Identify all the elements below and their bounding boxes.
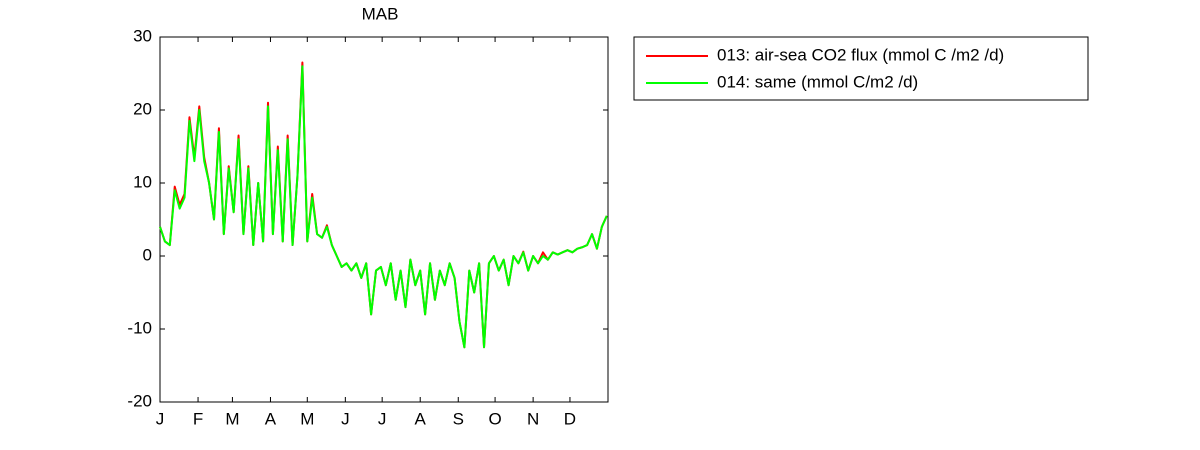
plot-frame: [159, 36, 609, 403]
y-tick-label: -20: [127, 391, 152, 410]
x-tick-label: J: [156, 409, 165, 428]
chart-title: MAB: [362, 4, 399, 23]
y-tick-label: 20: [133, 99, 152, 118]
y-tick-label: 0: [143, 245, 152, 264]
legend-label: 014: same (mmol C/m2 /d): [717, 72, 918, 91]
x-tick-label: F: [193, 409, 203, 428]
x-tick-label: O: [488, 409, 501, 428]
y-tick-label: 10: [133, 172, 152, 191]
x-tick-label: D: [564, 409, 576, 428]
x-tick-label: M: [225, 409, 239, 428]
x-tick-label: M: [300, 409, 314, 428]
legend-label: 013: air-sea CO2 flux (mmol C /m2 /d): [717, 45, 1004, 64]
series-line: [159, 65, 608, 349]
x-tick-label: A: [265, 409, 277, 428]
y-tick-label: -10: [127, 318, 152, 337]
legend: [633, 36, 1089, 101]
x-tick-label: A: [415, 409, 427, 428]
x-tick-label: J: [378, 409, 387, 428]
x-tick-label: J: [341, 409, 350, 428]
y-tick-label: 30: [133, 26, 152, 45]
x-tick-label: S: [453, 409, 464, 428]
x-tick-label: N: [527, 409, 539, 428]
